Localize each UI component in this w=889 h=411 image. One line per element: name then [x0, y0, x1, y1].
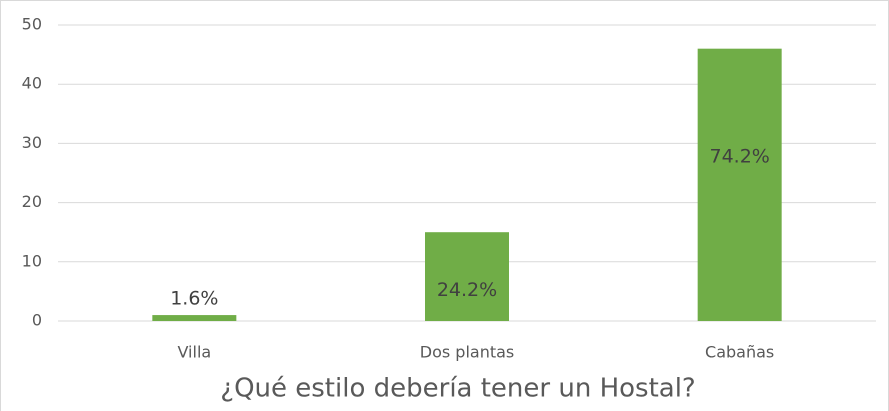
- x-tick-label: Dos plantas: [420, 343, 515, 362]
- data-label: 24.2%: [437, 279, 497, 301]
- x-tick-label: Cabañas: [705, 343, 774, 362]
- y-tick-label: 30: [22, 133, 42, 152]
- data-label: 74.2%: [709, 145, 769, 167]
- data-label: 1.6%: [170, 288, 218, 310]
- y-tick-label: 40: [22, 74, 42, 93]
- bar: [152, 315, 237, 321]
- bar: [697, 48, 782, 322]
- y-tick-label: 0: [32, 311, 42, 330]
- chart-title: ¿Qué estilo debería tener un Hostal?: [220, 374, 695, 404]
- y-tick-label: 20: [22, 192, 42, 211]
- x-tick-label: Villa: [177, 343, 211, 362]
- y-tick-label: 50: [22, 15, 42, 34]
- y-tick-label: 10: [22, 251, 42, 270]
- bar: [425, 232, 509, 321]
